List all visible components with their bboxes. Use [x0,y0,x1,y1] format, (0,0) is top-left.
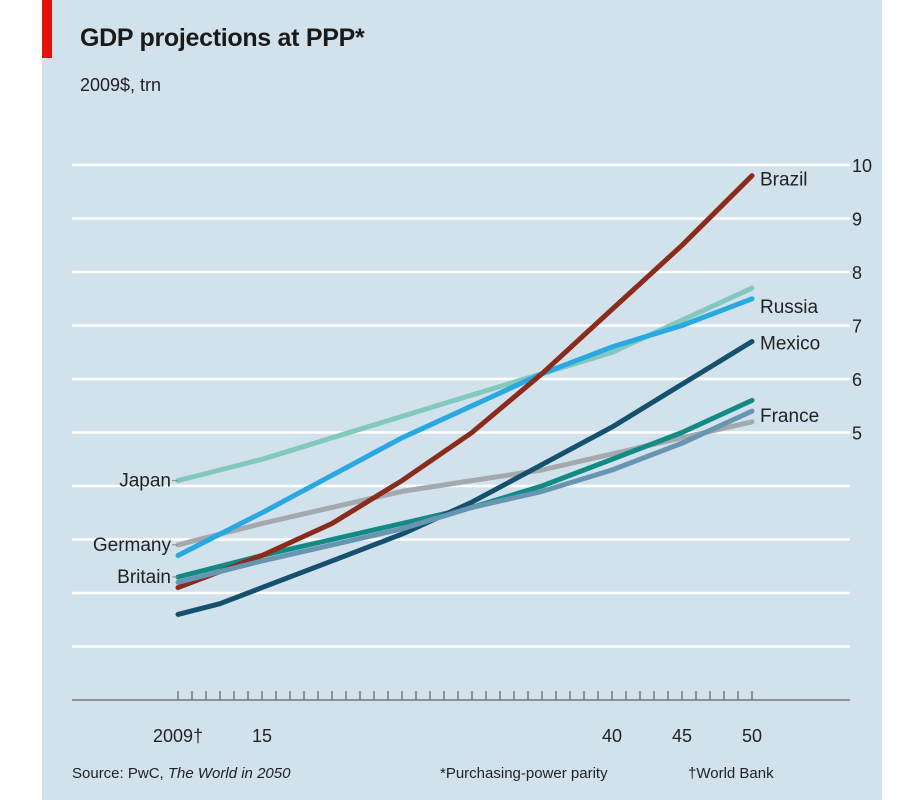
x-tick-label: 45 [672,726,692,746]
x-tick-label: 40 [602,726,622,746]
source-note: Source: PwC, The World in 2050 [72,765,291,782]
series-label-france: France [760,406,819,427]
footnotes: Source: PwC, The World in 2050 *Purchasi… [72,765,774,782]
y-tick-label: 7 [852,317,862,337]
series-label-russia: Russia [760,297,819,318]
y-tick-label: 9 [852,210,862,230]
y-tick-label: 5 [852,424,862,444]
x-tick-label: 50 [742,726,762,746]
chart-subtitle: 2009$, trn [80,75,162,95]
series-label-japan: Japan [119,471,171,492]
y-tick-label: 10 [852,156,872,176]
series-label-mexico: Mexico [760,334,820,355]
series-label-britain: Britain [117,567,171,588]
x-axis: 2009† 15 40 45 50 [72,691,850,746]
series-line-britain [175,397,755,580]
y-tick-label: 6 [852,370,862,390]
x-tick-label: 2009† [153,726,203,746]
series-labels: Japan Germany Britain Russia Brazil Mexico Fra… [93,170,820,588]
series-label-germany: Germany [93,535,172,556]
series-line-france [175,408,755,585]
chart-title: GDP projections at PPP* [80,24,365,52]
series-line-russia [175,296,755,558]
series-label-brazil: Brazil [760,170,808,191]
series-line-brazil [175,173,755,591]
x-tick-label: 15 [252,726,272,746]
ppp-note: *Purchasing-power parity [440,765,608,782]
y-tick-label: 8 [852,263,862,283]
red-tab [42,0,52,58]
series-line-mexico [175,339,755,617]
y-tick-labels: 5 6 7 8 9 10 [852,156,872,444]
series-lines [175,173,755,617]
world-bank-note: †World Bank [688,765,774,782]
